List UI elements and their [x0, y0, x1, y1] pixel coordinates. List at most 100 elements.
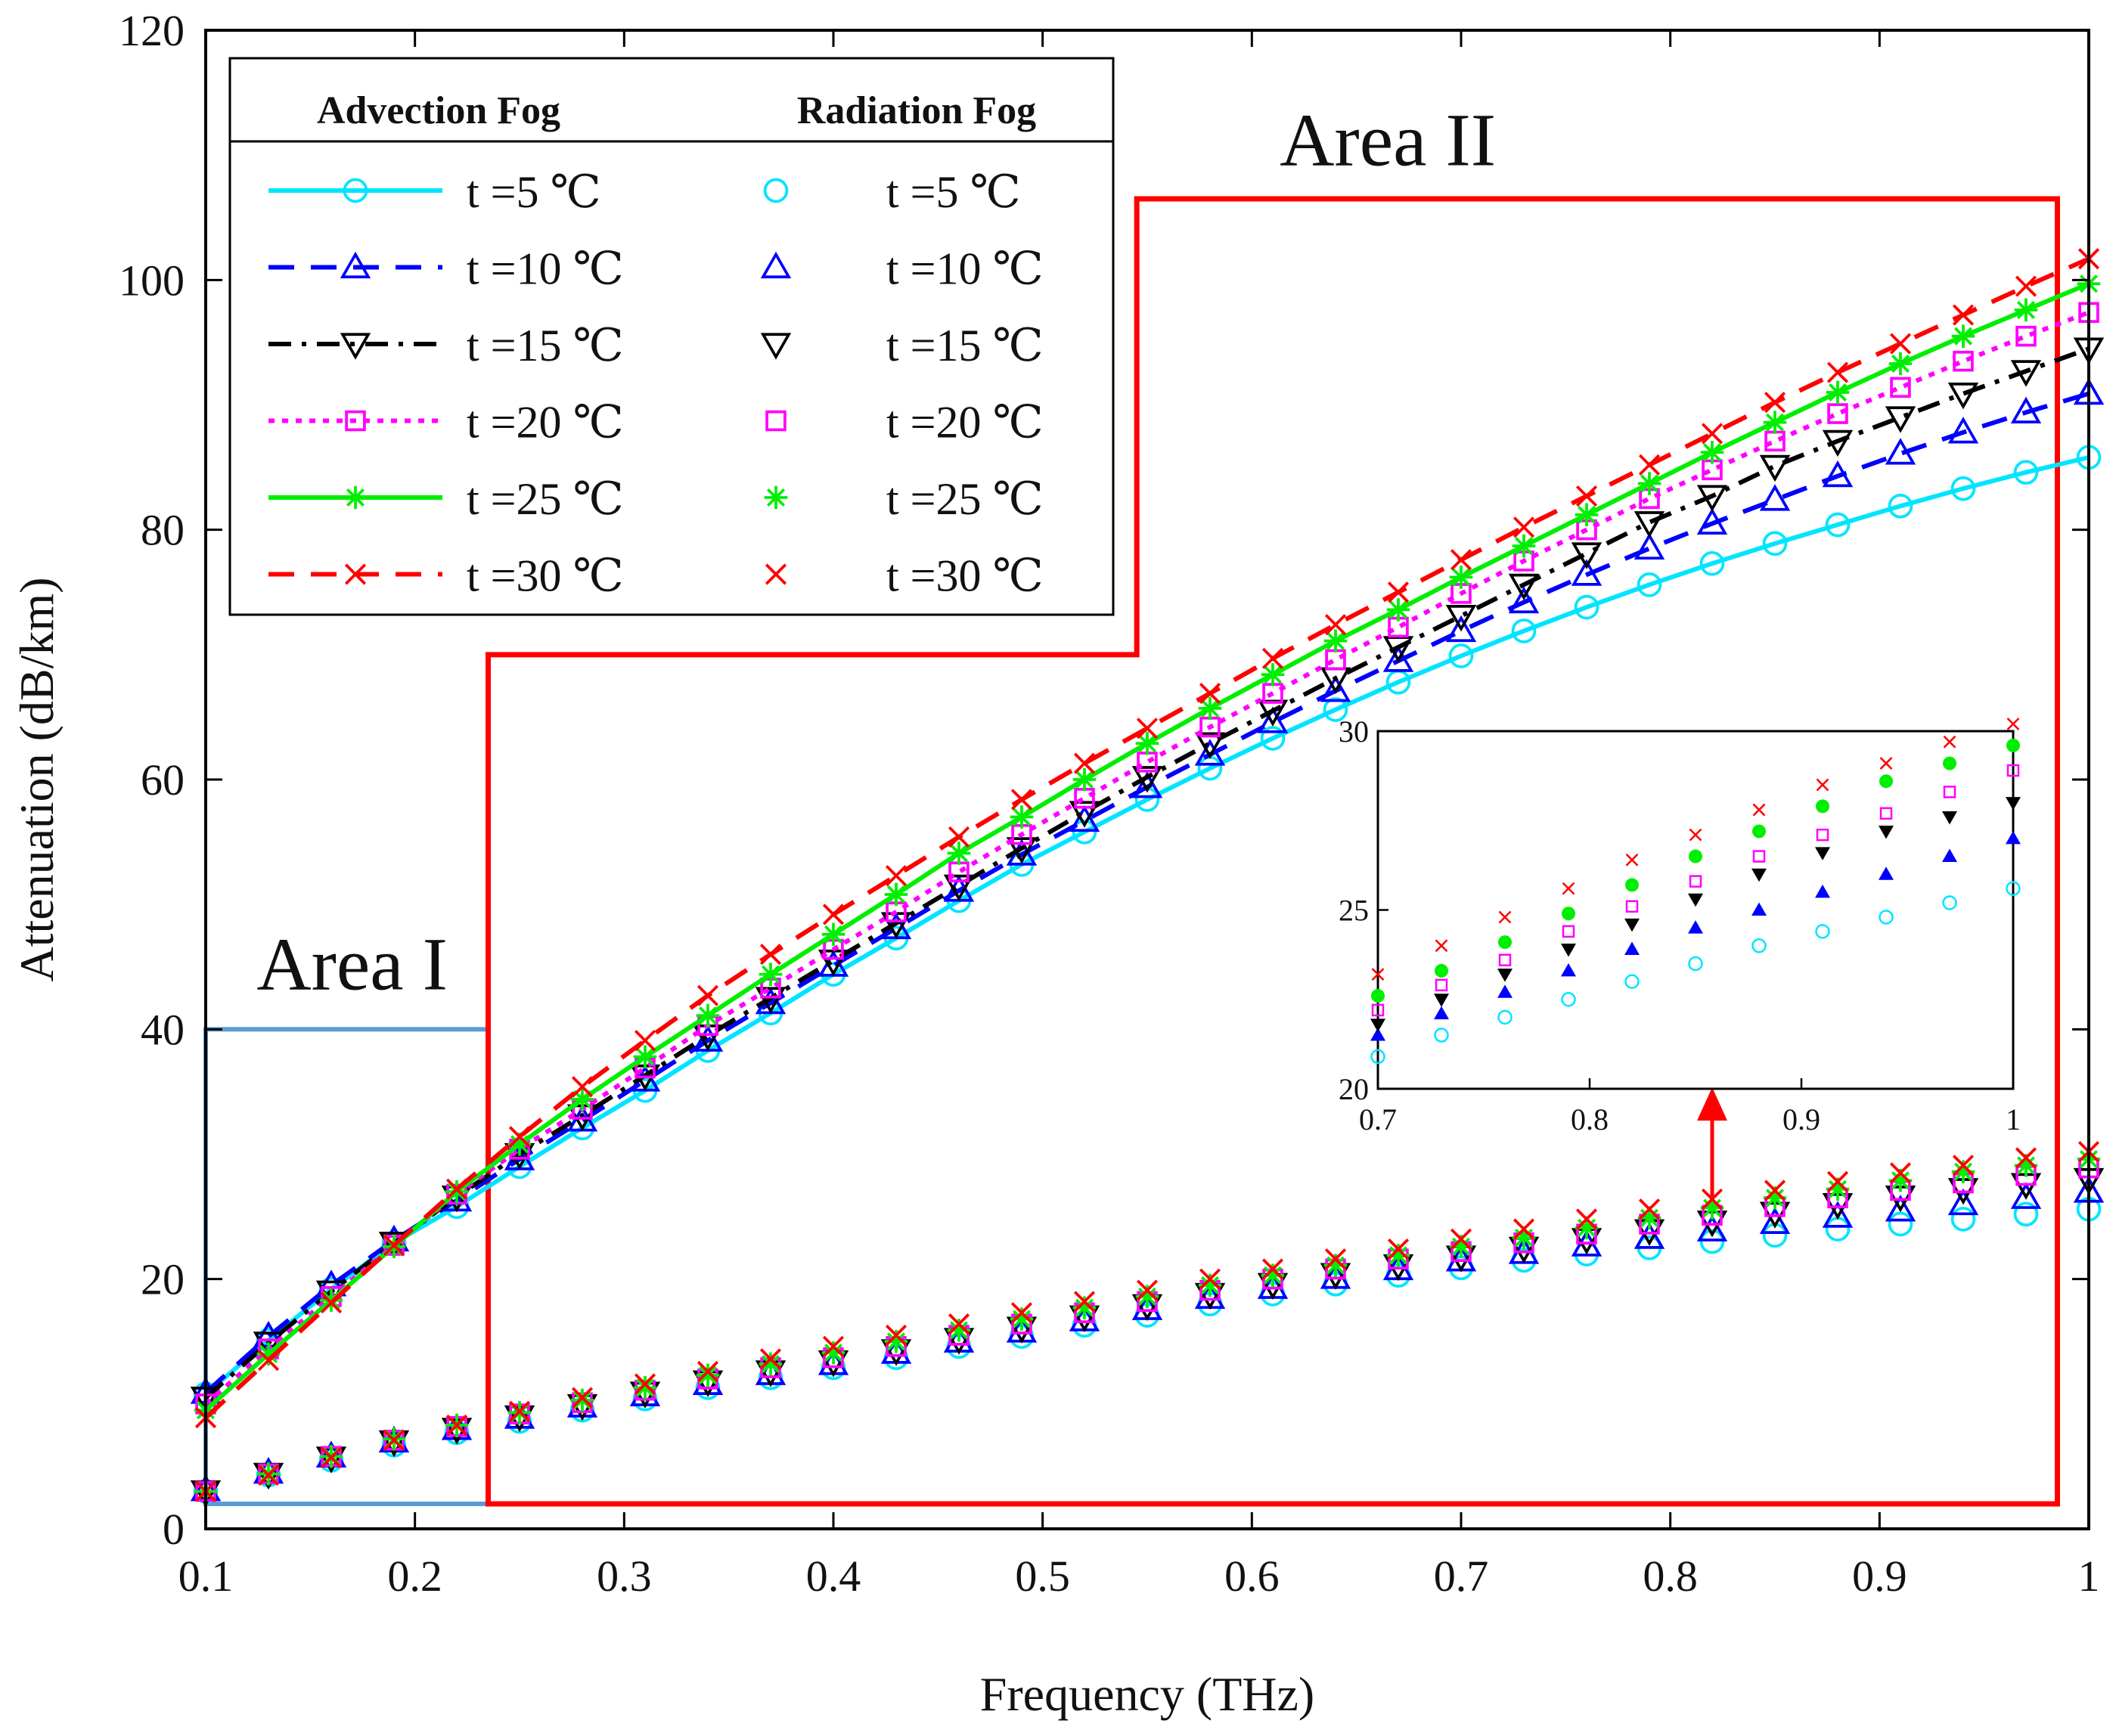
data-point — [1950, 476, 1976, 501]
data-point — [1073, 752, 1096, 774]
inset-data-point — [1752, 803, 1766, 817]
data-point — [441, 1413, 473, 1440]
data-point — [1826, 1177, 1850, 1201]
inset-data-point — [1752, 824, 1766, 839]
data-point — [1888, 352, 1913, 376]
area-2-label: Area II — [1280, 98, 1496, 181]
data-point — [1696, 485, 1728, 512]
data-point — [1508, 573, 1540, 601]
legend-label-radiation: t =30 ℃ — [886, 551, 1044, 601]
data-point — [1947, 1188, 1979, 1216]
series-layer — [190, 248, 2105, 1508]
data-point — [378, 1232, 410, 1259]
data-point — [1261, 647, 1284, 669]
inset-series-1 — [1370, 830, 2021, 1041]
legend-label-advection: t =15 ℃ — [467, 321, 624, 370]
data-point — [253, 1331, 284, 1359]
legend-marker-advection — [344, 563, 367, 585]
data-point — [1888, 1168, 1913, 1192]
data-point — [634, 1373, 656, 1395]
data-point — [1449, 566, 1473, 589]
data-point — [1382, 645, 1414, 672]
inset-data-point — [1816, 799, 1829, 814]
data-point — [445, 1178, 468, 1200]
data-point — [1952, 304, 1975, 326]
data-point — [697, 1360, 719, 1382]
data-point — [1199, 1268, 1221, 1290]
data-point — [383, 1234, 405, 1257]
data-point — [1889, 333, 1912, 355]
data-point — [1759, 1207, 1791, 1234]
data-point — [1010, 805, 1034, 829]
data-point — [1072, 820, 1097, 845]
data-point — [1135, 1285, 1159, 1309]
data-point — [1826, 1170, 1849, 1192]
data-point — [508, 1126, 531, 1148]
inset-data-point — [1562, 907, 1575, 921]
data-point — [1260, 726, 1286, 751]
data-point — [508, 1400, 531, 1422]
legend-label-advection: t =20 ℃ — [467, 398, 624, 448]
data-point — [1637, 472, 1661, 495]
inset-data-point — [1435, 963, 1448, 978]
inset-data-point — [1371, 1003, 1385, 1017]
data-point — [1637, 572, 1662, 597]
data-point — [1889, 1162, 1912, 1184]
data-point — [1701, 1188, 1724, 1211]
inset-data-point — [1879, 757, 1893, 770]
data-point — [696, 1003, 720, 1028]
inset-data-point — [1879, 866, 1894, 880]
y-tick-label: 0 — [163, 1505, 185, 1554]
data-point — [1508, 586, 1540, 614]
inset-series-3 — [1371, 764, 2020, 1017]
data-point — [1825, 512, 1851, 538]
inset-series-2 — [1370, 797, 2021, 1032]
y-tick-label: 120 — [119, 6, 185, 55]
data-point — [1696, 1214, 1728, 1242]
data-point — [1951, 1160, 1975, 1183]
inset-x-tick-label: 0.8 — [1571, 1102, 1609, 1136]
data-point — [1323, 697, 1348, 722]
inset-data-point — [1435, 978, 1448, 992]
data-point — [1073, 1291, 1096, 1313]
data-point — [759, 963, 783, 986]
data-point — [507, 1132, 532, 1156]
inset-data-point — [1689, 875, 1702, 888]
data-point — [1386, 598, 1410, 622]
data-point — [2010, 360, 2042, 387]
data-point — [1638, 454, 1661, 476]
data-point — [1571, 559, 1603, 586]
data-point — [1257, 706, 1289, 733]
inset-data-point — [1624, 974, 1640, 989]
data-point — [1634, 1222, 1665, 1249]
data-point — [885, 1324, 908, 1347]
data-point — [1888, 493, 1913, 519]
inset-data-point — [1751, 938, 1767, 953]
inset-data-point — [1370, 1018, 1385, 1032]
data-point — [1072, 1296, 1097, 1319]
data-point — [1261, 1258, 1284, 1280]
x-tick-label: 0.9 — [1852, 1552, 1907, 1601]
inset-series-4 — [1371, 738, 2020, 1003]
y-tick-label: 80 — [141, 506, 185, 555]
x-tick-label: 0.7 — [1434, 1552, 1489, 1601]
inset-data-point — [1751, 868, 1767, 882]
data-point — [1950, 1207, 1976, 1232]
data-point — [1696, 507, 1728, 535]
legend-marker-advection — [345, 410, 366, 432]
data-point — [1324, 614, 1347, 636]
inset-data-point — [1561, 992, 1576, 1007]
inset-data-point — [1815, 924, 1830, 939]
x-tick-label: 0.8 — [1643, 1552, 1698, 1601]
data-point — [1136, 1279, 1159, 1301]
axis-ticks: 0.1 0.2 0.3 0.4 0.5 0.6 0.7 0.8 0.9 1 0 20 40 60 80 100… — [119, 6, 2100, 1601]
inset-data-point — [1688, 920, 1703, 934]
inset-data-point — [1752, 850, 1766, 863]
data-point — [1947, 417, 1979, 444]
inset-data-point — [1561, 963, 1576, 977]
data-point — [633, 1045, 657, 1068]
data-point — [1952, 1155, 1975, 1176]
data-point — [884, 882, 908, 907]
data-point — [943, 874, 975, 902]
data-point — [320, 1446, 343, 1468]
